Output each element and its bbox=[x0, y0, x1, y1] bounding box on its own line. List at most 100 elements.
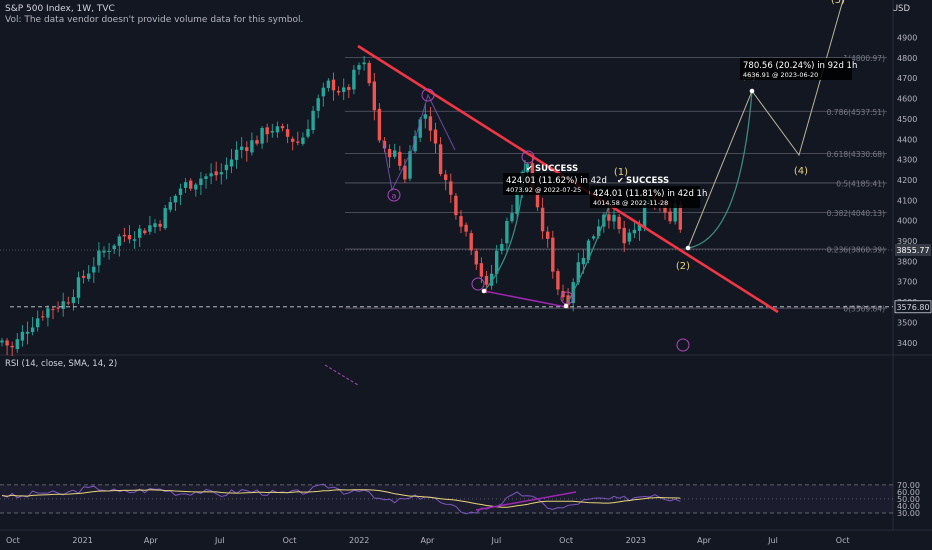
candle-body bbox=[556, 271, 560, 290]
candle-body bbox=[469, 233, 473, 251]
candle-body bbox=[551, 237, 555, 272]
price-tick-label: 4500 bbox=[897, 115, 917, 124]
candle-body bbox=[367, 62, 371, 84]
candle-body bbox=[0, 340, 4, 343]
candle-body bbox=[199, 178, 203, 186]
candle-body bbox=[209, 173, 213, 177]
abc-wave-path bbox=[382, 93, 456, 192]
time-tick-label: 2021 bbox=[72, 536, 92, 545]
candle-body bbox=[347, 87, 351, 90]
price-tick-label: 4400 bbox=[897, 135, 917, 144]
fib-retracement[interactable]: 0(3569.84)0.236(3860.39)0.382(4040.13)0.… bbox=[345, 54, 887, 314]
candle-body bbox=[342, 87, 346, 92]
candle-body bbox=[627, 232, 631, 242]
success-2-label: SUCCESS bbox=[626, 176, 669, 186]
projection-arc bbox=[687, 90, 753, 249]
candle-body bbox=[418, 119, 422, 138]
rsi-bear-divergence bbox=[324, 364, 359, 386]
candle-body bbox=[178, 188, 183, 195]
candle-body bbox=[642, 205, 647, 227]
fib-level-label: 0.382(4040.13) bbox=[827, 209, 885, 218]
candle-body bbox=[612, 214, 616, 222]
candle-body bbox=[428, 116, 433, 131]
candle-body bbox=[76, 277, 81, 298]
measure-2-main: 424.01 (11.81%) in 42d 1h bbox=[593, 189, 707, 199]
candle-body bbox=[510, 213, 514, 222]
candle-body bbox=[265, 127, 269, 135]
candle-body bbox=[357, 65, 361, 70]
candle-body bbox=[306, 129, 310, 137]
time-tick-label: Oct bbox=[6, 536, 20, 545]
wave-5-label: (5) bbox=[831, 0, 845, 6]
measure-1-sub: 4073.92 @ 2022-07-25 bbox=[506, 186, 581, 194]
rsi-tick-label: 70.00 bbox=[897, 481, 920, 490]
wave-a-circle bbox=[387, 188, 401, 202]
candle-body bbox=[331, 79, 336, 91]
candle-body bbox=[535, 188, 540, 208]
candle-body bbox=[107, 250, 111, 252]
candle-body bbox=[500, 244, 504, 251]
candle-body bbox=[224, 164, 229, 171]
candle-body bbox=[591, 236, 596, 239]
volume-note: Vol: The data vendor doesn't provide vol… bbox=[5, 15, 304, 25]
fib-level-label: 0.618(4330.68) bbox=[827, 150, 885, 159]
rsi-tick-label: 40.00 bbox=[897, 502, 920, 511]
fib-level-label: 0.786(4537.51) bbox=[827, 108, 885, 117]
wave-2-label: (2) bbox=[676, 261, 690, 272]
candle-body bbox=[382, 141, 387, 149]
candle-body bbox=[46, 308, 50, 318]
candle-body bbox=[668, 211, 672, 222]
pivot-dot bbox=[481, 288, 487, 294]
candle-body bbox=[546, 231, 550, 239]
candle-body bbox=[168, 202, 172, 210]
candle-body bbox=[30, 327, 35, 333]
pivot-circle bbox=[471, 277, 485, 291]
candle-body bbox=[433, 129, 438, 144]
fib-level-label: 0(3569.84) bbox=[843, 305, 885, 314]
candle-body bbox=[377, 108, 382, 141]
candle-body bbox=[576, 262, 580, 283]
fib-level-label: 1(4800.97) bbox=[843, 54, 885, 63]
current-price-tag bbox=[895, 244, 931, 257]
candle-body bbox=[10, 345, 14, 348]
measure-1-box bbox=[503, 173, 589, 195]
candle-body bbox=[260, 127, 264, 144]
elliott-wave-path bbox=[687, 0, 844, 249]
time-tick-label: Oct bbox=[283, 536, 297, 545]
candle-body bbox=[138, 228, 142, 238]
candle-body bbox=[316, 98, 320, 111]
candle-body bbox=[5, 340, 9, 346]
rsi-tick-label: 30.00 bbox=[897, 509, 920, 518]
candle-body bbox=[71, 297, 76, 304]
candle-body bbox=[117, 236, 121, 246]
candle-body bbox=[15, 339, 19, 350]
price-tick-label: 3800 bbox=[897, 257, 917, 266]
candle-body bbox=[245, 147, 249, 152]
candle-body bbox=[36, 318, 40, 328]
candle-body bbox=[423, 114, 427, 119]
candle-body bbox=[449, 181, 453, 195]
candle-body bbox=[102, 250, 106, 253]
candle-body bbox=[240, 146, 244, 150]
candle-body bbox=[484, 275, 489, 285]
grid bbox=[0, 0, 932, 531]
measure-3-box bbox=[740, 58, 852, 80]
rsi-legend: RSI (14, close, SMA, 14, 2) bbox=[5, 359, 118, 369]
currency-label: USD bbox=[891, 4, 910, 14]
candle-body bbox=[607, 214, 611, 221]
price-tick-label: 4800 bbox=[897, 54, 917, 63]
candle-body bbox=[163, 208, 167, 229]
time-tick-label: Jul bbox=[767, 536, 778, 545]
candle-body bbox=[296, 141, 300, 143]
rsi-tick-label: 50.00 bbox=[897, 495, 920, 504]
candle-body bbox=[87, 273, 91, 279]
candle-body bbox=[280, 126, 285, 129]
success-1-label: SUCCESS bbox=[535, 164, 578, 174]
price-tick-label: 3700 bbox=[897, 278, 917, 287]
candle-body bbox=[229, 159, 234, 167]
candle-body bbox=[495, 250, 499, 274]
pivot-circle bbox=[521, 150, 535, 164]
candle-body bbox=[270, 131, 274, 133]
